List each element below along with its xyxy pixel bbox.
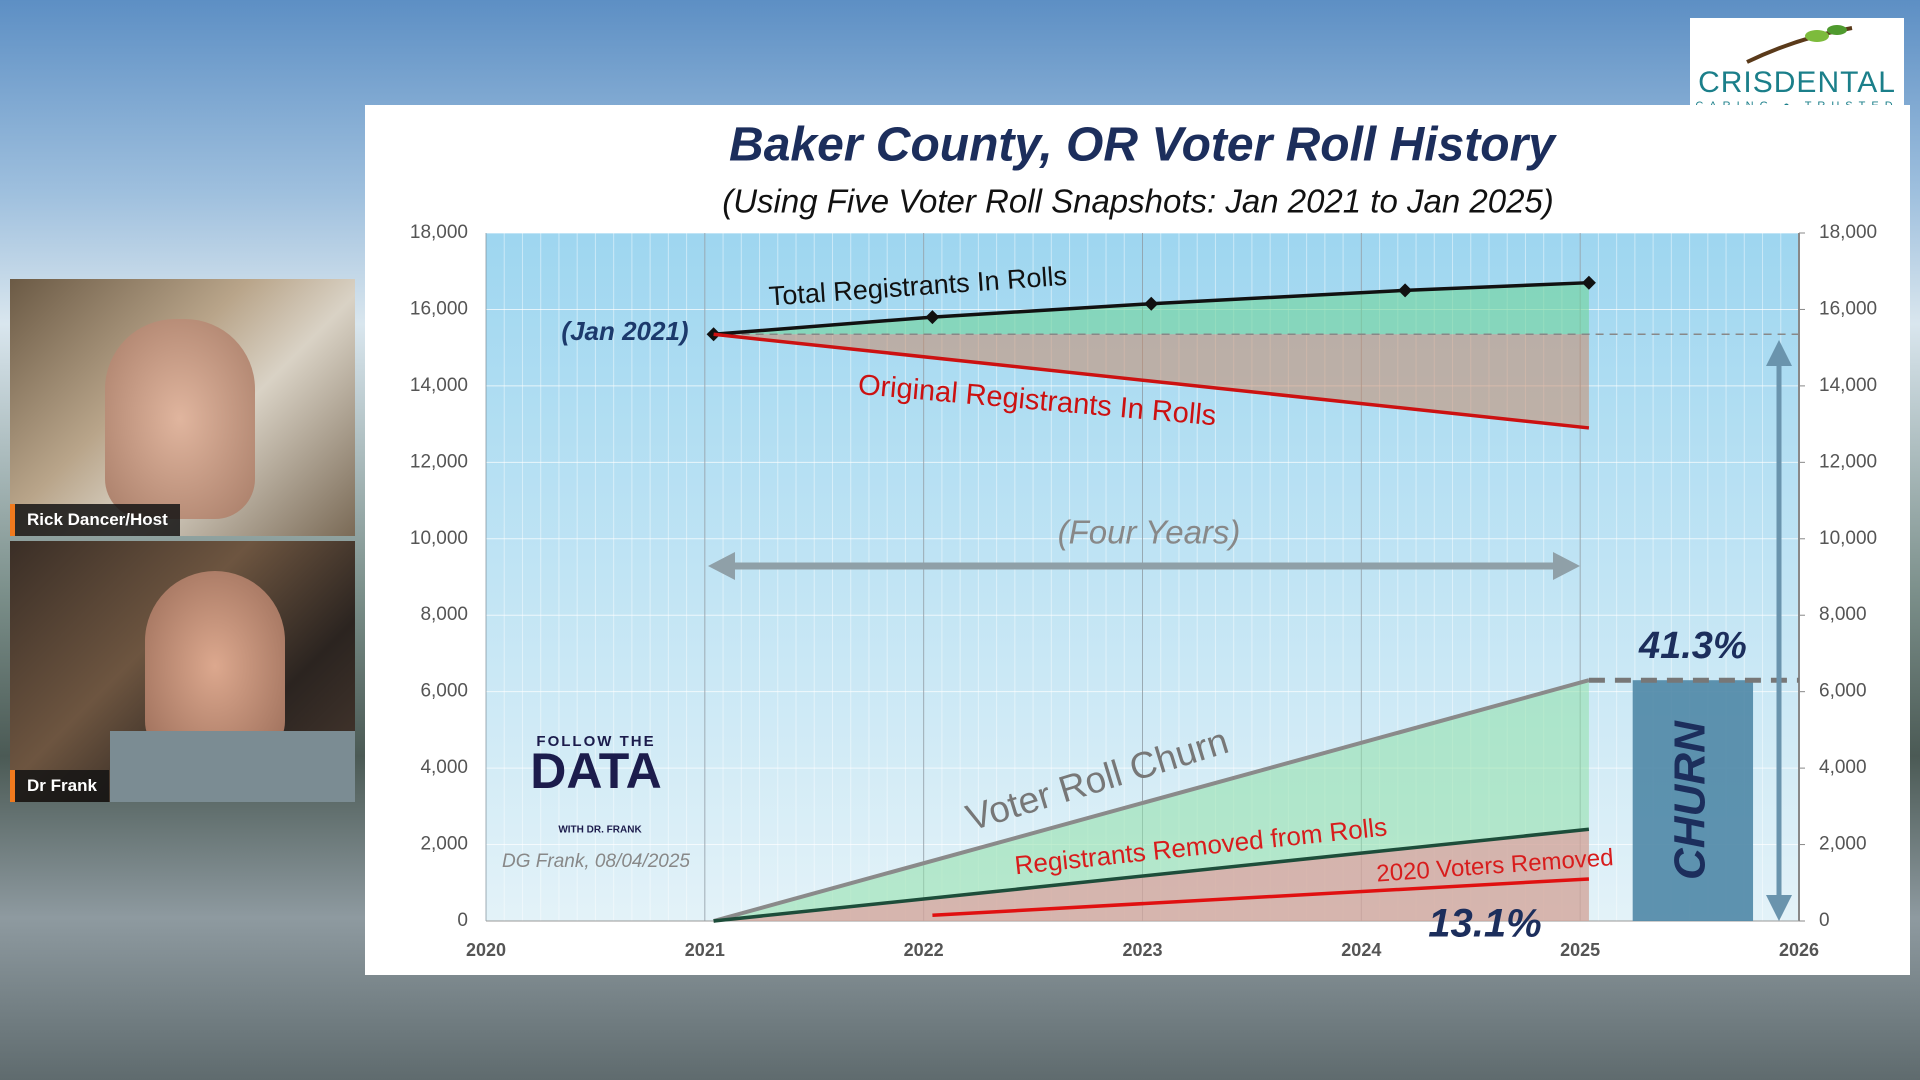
series-line [932, 877, 1590, 918]
y2-tick-label: 4,000 [1819, 757, 1867, 778]
person [105, 319, 255, 519]
series-label: (Jan 2021) [561, 316, 688, 346]
arrow-head [708, 552, 735, 580]
shirt [110, 731, 355, 802]
y-tick-label: 4,000 [420, 757, 468, 778]
marker [1398, 283, 1413, 298]
x-tick-label: 2020 [466, 940, 506, 960]
marker [1144, 296, 1159, 311]
leaf-svg [1746, 25, 1853, 64]
churn-text: CHURN [1665, 720, 1714, 880]
y2-tick-label: 2,000 [1819, 834, 1867, 855]
y-tick-label: 10,000 [410, 528, 468, 549]
series-label: (Four Years) [1058, 514, 1241, 551]
chart-title: Baker County, OR Voter Roll History [729, 119, 1557, 172]
person [145, 571, 285, 761]
y2-tick-label: 18,000 [1819, 222, 1877, 243]
chart-subtitle: (Using Five Voter Roll Snapshots: Jan 20… [722, 183, 1554, 220]
y-tick-label: 14,000 [410, 375, 468, 396]
x-tick-label: 2021 [685, 940, 725, 960]
arrow-head [1766, 340, 1792, 366]
series-line [713, 678, 1590, 923]
name-tag: Dr Frank [10, 770, 109, 802]
video-pane: Dr Frank [10, 541, 355, 802]
series-label: DG Frank, 08/04/2025 [502, 851, 690, 872]
arrow-head [1766, 895, 1792, 921]
y2-tick-label: 6,000 [1819, 681, 1867, 702]
y-tick-label: 6,000 [420, 681, 468, 702]
churn-bar [1632, 680, 1754, 921]
y2-tick-label: 8,000 [1819, 604, 1867, 625]
x-tick-label: 2022 [904, 940, 944, 960]
series-label: 13.1% [1428, 902, 1541, 946]
series-label: FOLLOW THE [536, 733, 655, 750]
y-tick-label: 18,000 [410, 222, 468, 243]
arrow-head [1553, 552, 1580, 580]
x-tick-label: 2026 [1779, 940, 1819, 960]
series-line [713, 827, 1590, 923]
name-tag: Rick Dancer/Host [10, 504, 180, 536]
series-line [713, 332, 1590, 430]
y2-tick-label: 0 [1819, 910, 1830, 931]
logo-name: CRISDENTAL [1698, 66, 1896, 99]
churn-percent: 41.3% [1638, 625, 1747, 667]
x-tick-label: 2023 [1122, 940, 1162, 960]
y2-tick-label: 12,000 [1819, 451, 1877, 472]
y2-tick-label: 10,000 [1819, 528, 1877, 549]
y-tick-label: 2,000 [420, 834, 468, 855]
series-label: DATA [530, 743, 661, 799]
y2-tick-label: 16,000 [1819, 298, 1877, 319]
video-pane: Rick Dancer/Host [10, 279, 355, 536]
marker [1581, 275, 1596, 290]
logo: CRISDENTAL CARING ● TRUSTED [1690, 18, 1904, 120]
y-tick-label: 16,000 [410, 298, 468, 319]
y-tick-label: 8,000 [420, 604, 468, 625]
x-tick-label: 2024 [1341, 940, 1381, 960]
y-tick-label: 0 [457, 910, 468, 931]
x-tick-label: 2025 [1560, 940, 1600, 960]
y2-tick-label: 14,000 [1819, 375, 1877, 396]
marker [925, 310, 940, 325]
leaf-icon [1690, 18, 1904, 66]
y-tick-label: 12,000 [410, 451, 468, 472]
series-label: WITH DR. FRANK [558, 825, 642, 836]
